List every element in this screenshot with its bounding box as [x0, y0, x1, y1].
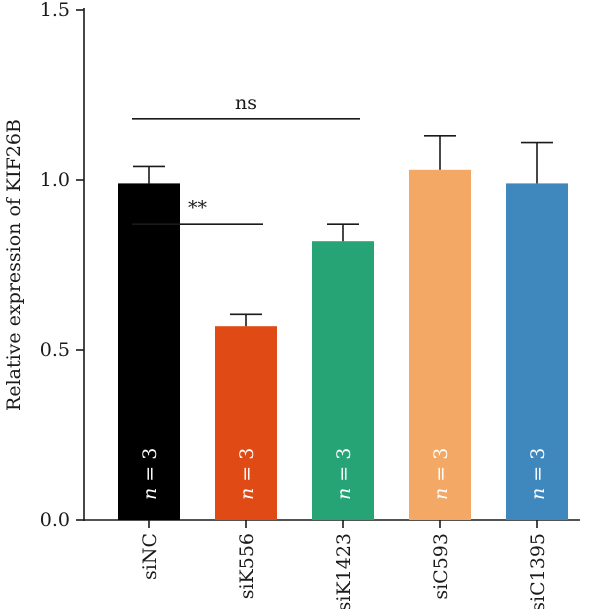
- bar-siK556: [215, 326, 277, 520]
- x-tick-label-siK556: siK556: [236, 533, 258, 599]
- bars: [118, 169, 568, 521]
- y-tick-label: 1.0: [40, 169, 70, 191]
- significance-annotations: ** ns: [132, 92, 360, 225]
- y-tick-label: 0.0: [40, 509, 70, 531]
- y-tick-label: 0.5: [40, 339, 70, 361]
- y-tick-label: 1.5: [40, 0, 70, 21]
- error-bars: [133, 135, 553, 327]
- bar-siNC: [118, 183, 180, 520]
- n-label: n = 3: [333, 448, 355, 500]
- n-label: n = 3: [139, 448, 161, 500]
- n-label: n = 3: [236, 448, 258, 500]
- x-tick-label-siK1423: siK1423: [333, 533, 355, 609]
- significance-label: **: [188, 197, 208, 219]
- bar-siC593: [409, 169, 471, 521]
- significance-label: ns: [235, 92, 257, 114]
- x-tick-label-siC1395: siC1395: [527, 533, 549, 609]
- n-label: n = 3: [527, 448, 549, 500]
- n-label: n = 3: [430, 448, 452, 500]
- bar-siC1395: [506, 183, 568, 520]
- x-tick-label-siC593: siC593: [430, 533, 452, 600]
- y-axis-label: Relative expression of KIF26B: [3, 119, 25, 411]
- labels: siNC n = 3 siK556 n = 3 siK1423 n = 3 siC593 n …: [139, 448, 549, 609]
- bar-siK1423: [312, 241, 374, 520]
- x-tick-label-siNC: siNC: [139, 533, 161, 580]
